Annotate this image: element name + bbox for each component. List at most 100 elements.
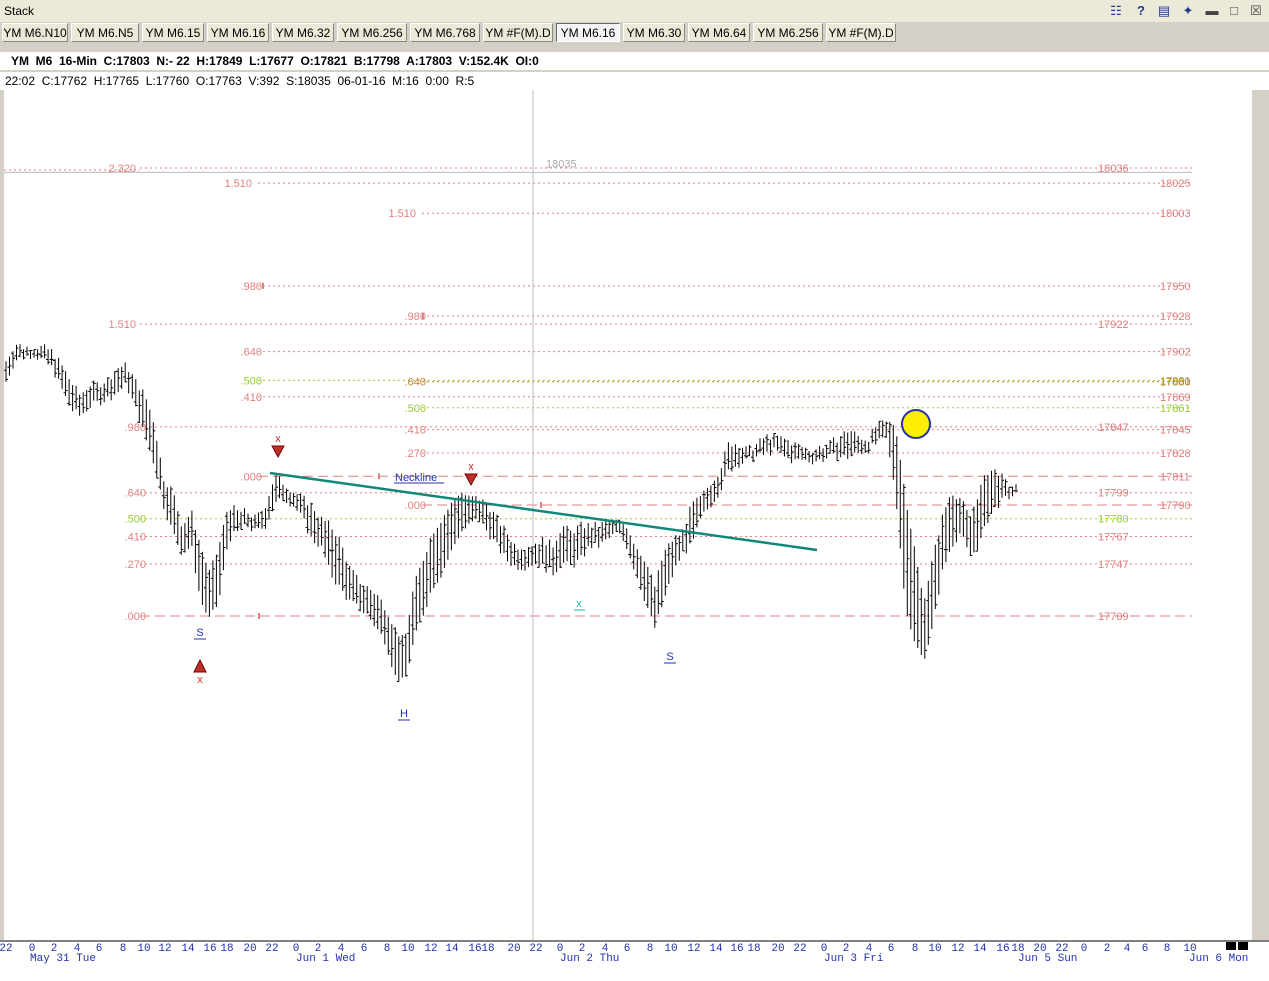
time-tick-label: 14 — [181, 943, 195, 955]
time-tick-label: 0 — [29, 943, 36, 955]
time-tick-label: 4 — [74, 943, 81, 955]
day-label: Jun 5 Sun — [1018, 953, 1077, 965]
time-tick-label: 22 — [1055, 943, 1068, 955]
level-ratio-label: .980 — [405, 311, 426, 323]
level-ratio-label: .640 — [405, 377, 426, 389]
edit-document-icon[interactable]: ☷ — [1110, 3, 1122, 18]
level-ratio-label: 2.320 — [108, 163, 136, 175]
day-label: Jun 1 Wed — [296, 953, 355, 965]
sell-signal-icon[interactable] — [464, 473, 478, 487]
day-label: Jun 6 Mon — [1189, 953, 1248, 965]
time-tick-label: 6 — [888, 943, 895, 955]
time-tick-label: 2 — [51, 943, 58, 955]
window-titlebar: Stack ☷ ? ▤ ✦ ▬ □ ☒ — [0, 0, 1269, 22]
bar-info-text: 22:02 C:17762 H:17765 L:17760 O:17763 V:… — [5, 74, 475, 88]
neckline-label: Neckline — [395, 472, 437, 484]
tab-ym-m6-768-6[interactable]: YM M6.768 — [410, 23, 480, 42]
time-tick-label: 20 — [771, 943, 784, 955]
time-tick-label: 10 — [137, 943, 150, 955]
tab-ym-m6-16-3[interactable]: YM M6.16 — [207, 23, 269, 42]
time-tick-label: 0 — [1081, 943, 1088, 955]
scroll-block[interactable] — [1238, 942, 1248, 950]
time-tick-label: 8 — [120, 943, 127, 955]
level-handle[interactable] — [422, 312, 424, 319]
minimize-icon[interactable]: ▬ — [1205, 3, 1219, 18]
tab-ym-m6-n5-1[interactable]: YM M6.N5 — [71, 23, 139, 42]
level-price-label: 18025 — [1160, 178, 1191, 190]
time-tick-label: 12 — [687, 943, 700, 955]
level-price-label: 18003 — [1160, 208, 1191, 220]
tab-ym-m6-16-8[interactable]: YM M6.16 — [556, 23, 620, 42]
tab-ym-f-m-d-12[interactable]: YM #F(M).D — [826, 23, 896, 42]
pattern-label: H — [400, 708, 408, 720]
level-price-label: 17847 — [1098, 422, 1129, 434]
time-tick-label: 8 — [384, 943, 391, 955]
time-tick-label: 10 — [401, 943, 414, 955]
day-label: May 31 Tue — [30, 953, 96, 965]
time-tick-label: 22 — [529, 943, 542, 955]
level-handle[interactable] — [262, 282, 264, 289]
time-tick-label: 12 — [951, 943, 964, 955]
pattern-label: S — [666, 651, 673, 663]
scroll-block[interactable] — [1226, 942, 1236, 950]
time-tick-label: 18 — [481, 943, 494, 955]
level-handle[interactable] — [540, 502, 542, 509]
level-ratio-label: .000 — [241, 471, 262, 483]
maximize-icon[interactable]: □ — [1230, 3, 1238, 18]
level-price-label: 17767 — [1098, 532, 1129, 544]
bar-info-line: 22:02 C:17762 H:17765 L:17760 O:17763 V:… — [0, 72, 1269, 90]
time-axis-area — [0, 940, 1269, 981]
tab-ym-m6-30-9[interactable]: YM M6.30 — [623, 23, 685, 42]
price-chart[interactable]: 2.320 18036 1.510 18025 1.510 18003 .980 17950.… — [0, 90, 1269, 981]
level-ratio-label: .500 — [241, 375, 262, 387]
level-ratio-label: .410 — [241, 392, 262, 404]
level-price-label: 17902 — [1160, 347, 1191, 359]
time-tick-label: 18 — [747, 943, 760, 955]
level-price-label: 18036 — [1098, 163, 1129, 175]
level-price-label: 17828 — [1160, 448, 1191, 460]
time-tick-label: 22 — [265, 943, 278, 955]
level-ratio-label: .270 — [405, 448, 426, 460]
camera-icon[interactable]: ▤ — [1157, 3, 1171, 18]
time-tick-label: 16 — [996, 943, 1009, 955]
time-tick-label: 20 — [507, 943, 520, 955]
tab-ym-f-m-d-7[interactable]: YM #F(M).D — [483, 23, 553, 42]
chart-canvas[interactable]: 2.320 18036 1.510 18025 1.510 18003 .980 17950.… — [0, 90, 1269, 981]
highlight-circle-marker[interactable] — [901, 409, 931, 439]
help-icon[interactable]: ? — [1137, 3, 1145, 18]
level-ratio-label: .410 — [125, 532, 146, 544]
time-tick-label: 0 — [293, 943, 300, 955]
buy-signal-icon[interactable] — [193, 658, 207, 673]
time-tick-label: 10 — [1183, 943, 1196, 955]
time-tick-label: 0 — [821, 943, 828, 955]
plot-area — [4, 90, 1252, 940]
time-tick-label: 6 — [96, 943, 103, 955]
tab-ym-m6-32-4[interactable]: YM M6.32 — [272, 23, 334, 42]
level-handle[interactable] — [258, 613, 260, 619]
level-ratio-label: 1.510 — [388, 208, 416, 220]
level-ratio-label: .980 — [241, 281, 262, 293]
sell-signal-icon[interactable] — [271, 445, 285, 459]
tab-ym-m6-n10-0[interactable]: YM M6.N10 — [2, 23, 68, 42]
level-handle[interactable] — [378, 473, 380, 480]
neckline-trendline[interactable] — [269, 471, 818, 552]
close-icon[interactable]: ☒ — [1250, 3, 1262, 18]
time-tick-label: 8 — [647, 943, 654, 955]
level-ratio-label: .500 — [405, 403, 426, 415]
tab-ym-m6-64-10[interactable]: YM M6.64 — [688, 23, 750, 42]
level-price-label: 17811 — [1160, 471, 1190, 483]
tab-ym-m6-256-11[interactable]: YM M6.256 — [753, 23, 823, 42]
time-tick-label: 14 — [445, 943, 459, 955]
time-tick-label: 4 — [866, 943, 873, 955]
level-price-label: 17845 — [1160, 425, 1191, 437]
pin-icon[interactable]: ✦ — [1182, 3, 1194, 18]
cursor-price-label: 18035 — [546, 158, 577, 170]
symbol-tab-bar: YM M6.N10 YM M6.N5 YM M6.15 YM M6.16 YM M6.3… — [0, 22, 1269, 44]
level-price-label: 17881 — [1160, 375, 1191, 387]
level-ratio-label: .410 — [405, 425, 426, 437]
tab-ym-m6-15-2[interactable]: YM M6.15 — [142, 23, 204, 42]
time-tick-label: 20 — [243, 943, 256, 955]
tab-ym-m6-256-5[interactable]: YM M6.256 — [337, 23, 407, 42]
signal-mark: x — [275, 433, 281, 445]
time-tick-label: 6 — [1142, 943, 1149, 955]
